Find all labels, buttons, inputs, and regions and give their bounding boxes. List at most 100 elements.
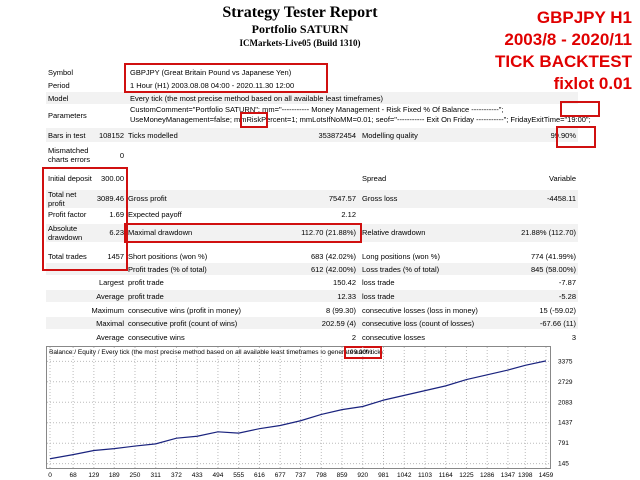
value: 300.00 [101, 174, 124, 183]
value: 112.70 (21.88%) [301, 228, 356, 237]
value: 3089.46 [96, 194, 124, 203]
y-tick-label: 145 [558, 461, 569, 468]
value: 1 Hour (H1) 2003.08.08 04:00 - 2020.11.3… [130, 81, 295, 90]
value: 2.12 [341, 210, 356, 219]
value: -7.87 [558, 278, 576, 287]
x-tick-label: 129 [88, 472, 99, 479]
label: Average [96, 292, 124, 301]
x-tick-label: 555 [233, 472, 244, 479]
value: 12.33 [337, 292, 356, 301]
x-tick-label: 1347 [501, 472, 516, 479]
y-tick-label: 791 [558, 440, 569, 447]
x-tick-label: 372 [171, 472, 182, 479]
row-bg [46, 92, 578, 104]
row-bg [46, 224, 578, 242]
value: 202.59 (4) [321, 319, 356, 328]
value: 7547.57 [328, 194, 356, 203]
value: -5.28 [558, 292, 576, 301]
label: consecutive wins [128, 333, 185, 342]
x-tick-label: 1042 [397, 472, 412, 479]
row-bg [46, 317, 578, 329]
label: loss trade [362, 292, 395, 301]
value: 21.88% (112.70) [521, 228, 576, 237]
highlight [560, 101, 600, 117]
label: Ticks modelled [128, 131, 178, 140]
value: 774 (41.99%) [530, 252, 576, 261]
value: 3 [571, 333, 576, 342]
label: Profit factor [48, 210, 87, 219]
x-tick-label: 1459 [539, 472, 554, 479]
value: -67.66 (11) [539, 319, 576, 328]
label: Symbol [48, 68, 74, 77]
label: Profit trades (% of total) [128, 265, 207, 274]
label: Maximal drawdown [128, 228, 193, 237]
server: ICMarkets-Live05 (Build 1310) [239, 38, 361, 48]
highlight [124, 223, 362, 243]
x-tick-label: 433 [192, 472, 203, 479]
y-tick-label: 3375 [558, 358, 573, 365]
label: Bars in test [48, 131, 86, 140]
value: 612 (42.00%) [310, 265, 356, 274]
x-tick-label: 1286 [480, 472, 495, 479]
value: 353872454 [318, 131, 356, 140]
x-tick-label: 1164 [439, 472, 453, 479]
label: consecutive losses [362, 333, 425, 342]
label: consecutive wins (profit in money) [128, 306, 241, 315]
x-tick-label: 616 [254, 472, 265, 479]
value: 150.42 [333, 278, 356, 287]
y-tick-label: 1437 [558, 420, 573, 427]
value: 99.90% [550, 131, 576, 140]
x-tick-label: 859 [337, 472, 348, 479]
label: Total net profit [48, 190, 77, 208]
row-bg [46, 290, 578, 302]
label: Total trades [48, 252, 87, 261]
x-tick-label: 737 [295, 472, 306, 479]
label: Period [48, 81, 70, 90]
value: 1.69 [109, 210, 124, 219]
value: 15 (-59.02) [539, 306, 576, 315]
highlight [42, 167, 128, 271]
highlight [124, 63, 328, 93]
row-bg [46, 263, 578, 275]
x-tick-label: 920 [357, 472, 368, 479]
title: Strategy Tester Report [222, 4, 378, 21]
x-tick-label: 677 [275, 472, 286, 479]
label: consecutive profit (count of wins) [128, 319, 238, 328]
highlight [556, 126, 596, 148]
highlight [240, 112, 268, 128]
label: consecutive losses (loss in money) [362, 306, 478, 315]
x-tick-label: 189 [109, 472, 120, 479]
balance-line [49, 360, 547, 460]
value: 2 [351, 333, 356, 342]
label: consecutive loss (count of losses) [362, 319, 475, 328]
value: 8 (99.30) [325, 306, 356, 315]
x-tick-label: 1225 [459, 472, 474, 479]
label: Spread [362, 174, 387, 183]
value: 6.23 [109, 228, 124, 237]
subtitle: Portfolio SATURN [251, 22, 349, 36]
label: Gross loss [362, 194, 398, 203]
overlay: fixlot 0.01 [553, 74, 632, 93]
x-tick-label: 494 [213, 472, 224, 479]
x-tick-label: 981 [378, 472, 389, 479]
label: Gross profit [128, 194, 167, 203]
x-tick-label: 1103 [418, 472, 432, 479]
value: -4458.11 [546, 194, 576, 203]
value: Every tick (the most precise method base… [130, 94, 384, 103]
quality: 99.90% [350, 349, 372, 356]
x-tick-label: 0 [48, 472, 52, 479]
label: Maximal [96, 319, 124, 328]
x-tick-label: 68 [70, 472, 78, 479]
label: Initial deposit [48, 174, 92, 183]
row-bg [46, 128, 578, 142]
x-tick-label: 798 [316, 472, 327, 479]
value: 1457 [107, 252, 124, 261]
label: Parameters [48, 111, 87, 120]
value: 0 [119, 151, 124, 160]
label: Mismatched charts errors [48, 146, 91, 164]
chart-title: Balance / Equity / Every tick (the most … [49, 349, 383, 356]
x-tick-label: 311 [151, 472, 162, 479]
value: 845 (58.00%) [530, 265, 576, 274]
label: Model [48, 94, 69, 103]
